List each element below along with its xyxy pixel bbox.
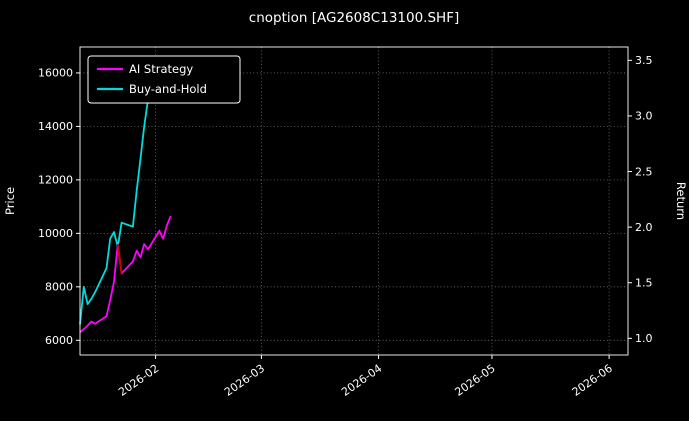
y-tick-label-right: 1.0 (635, 332, 653, 345)
y-tick-label-right: 1.5 (635, 277, 653, 290)
x-tick-label: 2026-02 (116, 362, 161, 399)
y-tick-label-left: 16000 (38, 67, 73, 80)
y-tick-label-right: 2.5 (635, 165, 653, 178)
y-tick-label-left: 12000 (38, 174, 73, 187)
series-line-ai-strategy (79, 215, 172, 333)
x-tick-label: 2026-05 (453, 362, 498, 399)
y-tick-label-left: 6000 (45, 334, 73, 347)
legend-box (87, 55, 241, 104)
x-tick-label: 2026-04 (339, 362, 384, 399)
x-tick-label: 2026-06 (570, 362, 615, 399)
y-tick-label-left: 14000 (38, 120, 73, 133)
legend-label-ai-strategy: AI Strategy (129, 62, 193, 76)
annotation-segment (116, 243, 123, 274)
y-tick-label-left: 8000 (45, 281, 73, 294)
y-tick-label-right: 3.5 (635, 54, 653, 67)
y-tick-label-right: 3.0 (635, 110, 653, 123)
chart-title: cnoption [AG2608C13100.SHF] (249, 10, 459, 26)
plot-area: 6000 8000 10000 12000 14000 16000 1.0 1.5 2.0 2.5… (38, 46, 653, 399)
plot-border (79, 46, 629, 356)
y-axis-label-left: Price (3, 187, 17, 215)
legend-label-buy-and-hold: Buy-and-Hold (129, 82, 207, 96)
legend: AI Strategy Buy-and-Hold (87, 55, 241, 104)
y-tick-label-right: 2.0 (635, 221, 653, 234)
x-tick-label: 2026-03 (222, 362, 267, 399)
y-axis-label-right: Return (674, 182, 688, 220)
y-tick-label-left: 10000 (38, 227, 73, 240)
